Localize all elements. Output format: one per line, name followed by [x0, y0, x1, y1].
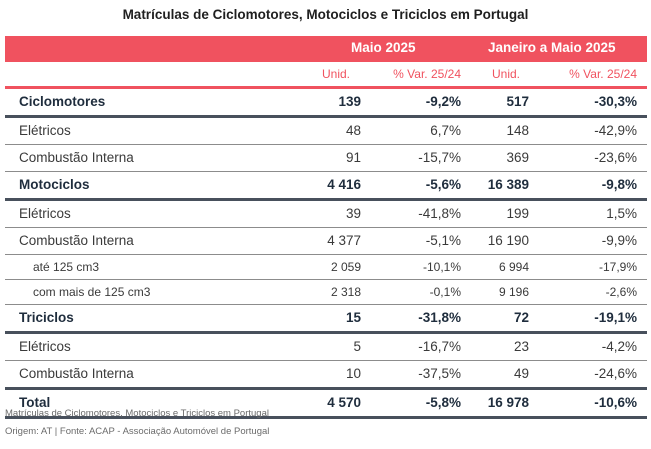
table-title: Matrículas de Ciclomotores, Motociclos e…: [122, 7, 529, 22]
cell-units-may: 91: [345, 150, 361, 165]
cell-units-ytd: 16 190: [487, 233, 529, 248]
cell-var-ytd: -17,9%: [598, 260, 637, 274]
table-row: Ciclomotores 139 -9,2% 517 -30,3%: [5, 89, 647, 118]
cell-units-ytd: 49: [513, 366, 529, 381]
cell-units-ytd: 72: [513, 310, 529, 325]
registrations-table: Maio 2025 Janeiro a Maio 2025 Unid. % Va…: [5, 36, 647, 419]
footer-caption: Matrículas de Ciclomotores, Motociclos e…: [5, 408, 269, 419]
cell-var-ytd: -4,2%: [601, 339, 637, 354]
table-row: com mais de 125 cm3 2 318 -0,1% 9 196 -2…: [5, 280, 647, 305]
table-row: Combustão Interna 10 -37,5% 49 -24,6%: [5, 361, 647, 390]
cell-units-may: 4 377: [327, 233, 361, 248]
table-row: Elétricos 5 -16,7% 23 -4,2%: [5, 334, 647, 361]
cell-var-may: -16,7%: [418, 339, 461, 354]
cell-units-may: 48: [345, 123, 361, 138]
cell-var-ytd: -10,6%: [594, 395, 637, 410]
cell-var-ytd: 1,5%: [606, 206, 637, 221]
row-label: Total: [19, 395, 51, 410]
row-label: Combustão Interna: [19, 233, 134, 248]
row-label: Combustão Interna: [19, 150, 134, 165]
header-unid-1: Unid.: [321, 67, 350, 81]
cell-var-may: 6,7%: [430, 123, 461, 138]
cell-units-may: 4 570: [327, 395, 361, 410]
row-label: Elétricos: [19, 339, 71, 354]
cell-var-may: -5,1%: [425, 233, 461, 248]
cell-units-may: 39: [345, 206, 361, 221]
row-label: Ciclomotores: [19, 94, 106, 109]
table-row: até 125 cm3 2 059 -10,1% 6 994 -17,9%: [5, 255, 647, 280]
header-unid-2: Unid.: [491, 67, 520, 81]
cell-units-ytd: 23: [513, 339, 529, 354]
cell-var-ytd: -19,1%: [594, 310, 637, 325]
cell-units-may: 2 059: [330, 260, 361, 274]
cell-units-ytd: 517: [506, 94, 529, 109]
row-label: Elétricos: [19, 123, 71, 138]
cell-var-ytd: -9,9%: [601, 233, 637, 248]
cell-units-ytd: 199: [506, 206, 529, 221]
row-label: até 125 cm3: [33, 260, 100, 274]
header-period-jan-may: Janeiro a Maio 2025: [488, 40, 616, 55]
cell-var-may: -15,7%: [418, 150, 461, 165]
table-row: Elétricos 48 6,7% 148 -42,9%: [5, 118, 647, 145]
header-periods: Maio 2025 Janeiro a Maio 2025: [5, 36, 647, 62]
cell-units-may: 2 318: [330, 285, 361, 299]
table-row: Combustão Interna 91 -15,7% 369 -23,6%: [5, 145, 647, 172]
header-var-2: % Var. 25/24: [569, 67, 637, 81]
table-row: Triciclos 15 -31,8% 72 -19,1%: [5, 305, 647, 334]
cell-var-may: -5,6%: [425, 177, 461, 192]
cell-units-may: 139: [338, 94, 361, 109]
cell-units-ytd: 369: [506, 150, 529, 165]
cell-units-may: 10: [345, 366, 361, 381]
cell-var-ytd: -2,6%: [605, 285, 637, 299]
cell-units-may: 15: [345, 310, 361, 325]
header-var-1: % Var. 25/24: [393, 67, 461, 81]
table-row: Combustão Interna 4 377 -5,1% 16 190 -9,…: [5, 228, 647, 255]
footer-source: Origem: AT | Fonte: ACAP - Associação Au…: [5, 426, 270, 437]
cell-units-may: 4 416: [327, 177, 361, 192]
cell-units-may: 5: [353, 339, 361, 354]
cell-var-may: -5,8%: [425, 395, 461, 410]
row-label: com mais de 125 cm3: [33, 285, 151, 299]
cell-var-ytd: -9,8%: [601, 177, 637, 192]
cell-units-ytd: 148: [506, 123, 529, 138]
cell-var-ytd: -42,9%: [594, 123, 637, 138]
header-columns: Unid. % Var. 25/24 Unid. % Var. 25/24: [5, 62, 647, 89]
cell-var-ytd: -24,6%: [594, 366, 637, 381]
cell-var-ytd: -30,3%: [594, 94, 637, 109]
cell-units-ytd: 16 978: [487, 395, 529, 410]
cell-var-ytd: -23,6%: [594, 150, 637, 165]
table-row-total: Total 4 570 -5,8% 16 978 -10,6%: [5, 390, 647, 419]
table-row: Motociclos 4 416 -5,6% 16 389 -9,8%: [5, 172, 647, 201]
cell-units-ytd: 16 389: [487, 177, 529, 192]
row-label: Triciclos: [19, 310, 74, 325]
row-label: Elétricos: [19, 206, 71, 221]
cell-var-may: -41,8%: [418, 206, 461, 221]
row-label: Motociclos: [19, 177, 90, 192]
cell-var-may: -10,1%: [422, 260, 461, 274]
cell-var-may: -37,5%: [418, 366, 461, 381]
row-label: Combustão Interna: [19, 366, 134, 381]
cell-var-may: -9,2%: [425, 94, 461, 109]
table-row: Elétricos 39 -41,8% 199 1,5%: [5, 201, 647, 228]
header-period-may: Maio 2025: [351, 40, 416, 55]
cell-units-ytd: 9 196: [498, 285, 529, 299]
cell-units-ytd: 6 994: [498, 260, 529, 274]
cell-var-may: -31,8%: [418, 310, 461, 325]
cell-var-may: -0,1%: [429, 285, 461, 299]
